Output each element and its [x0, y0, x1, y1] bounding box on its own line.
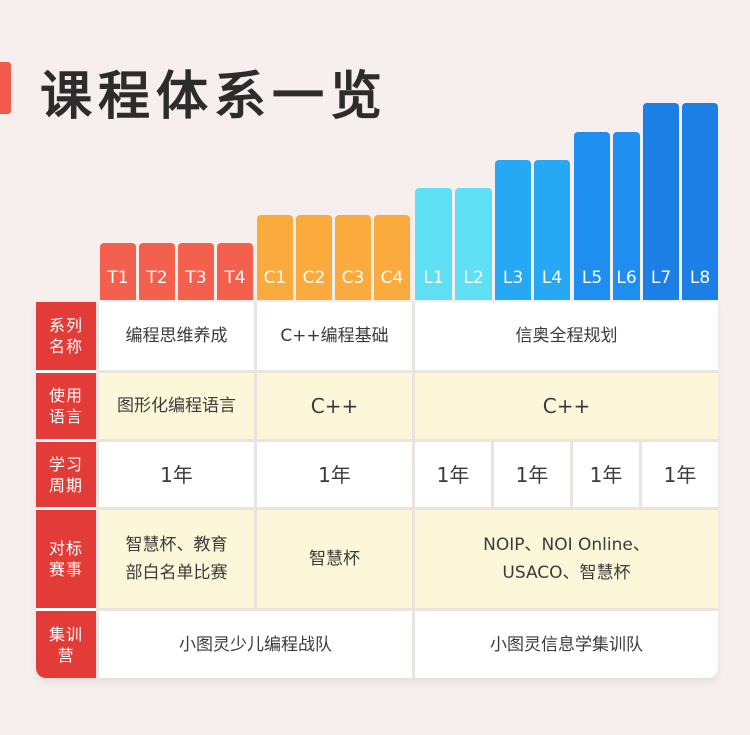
- period-cell-c: 1年: [318, 462, 351, 487]
- grid-line: [36, 507, 96, 510]
- level-bar-t2: T2: [139, 243, 175, 300]
- grid-line: [36, 370, 96, 373]
- row-header-competition: 对标 赛事: [36, 510, 96, 608]
- level-bar-l8: L8: [682, 103, 718, 300]
- camp-cell-olympiad: 小图灵信息学集训队: [490, 634, 643, 655]
- row-header-language: 使用 语言: [36, 373, 96, 439]
- level-bar-l2: L2: [455, 188, 492, 300]
- language-cell-t: 图形化编程语言: [99, 373, 254, 439]
- curriculum-table: 系列 名称 编程思维养成 C++编程基础 信奥全程规划 使用 语言 图形化编程语…: [36, 302, 718, 678]
- row-header-series: 系列 名称: [36, 302, 96, 370]
- grid-line: [36, 439, 96, 442]
- series-cell-c: C++编程基础: [280, 326, 389, 346]
- language-cell-l: C++: [415, 373, 718, 439]
- table-row-series: 系列 名称 编程思维养成 C++编程基础 信奥全程规划: [36, 302, 718, 370]
- grid-line: [254, 302, 257, 611]
- level-bar-l6: L6: [613, 132, 640, 300]
- level-bar-c4: C4: [374, 215, 410, 300]
- grid-line: [96, 302, 99, 678]
- grid-line: [639, 442, 642, 507]
- competition-cell-l: NOIP、NOI Online、 USACO、智慧杯: [415, 510, 718, 608]
- level-bar-c2: C2: [296, 215, 332, 300]
- camp-cell-junior: 小图灵少儿编程战队: [179, 634, 332, 655]
- grid-line: [36, 608, 96, 611]
- period-cell-l1-l2: 1年: [436, 462, 470, 487]
- row-header-camp: 集训 营: [36, 611, 96, 678]
- table-row-period: 学习 周期 1年 1年 1年 1年 1年 1年: [36, 442, 718, 507]
- grid-line: [96, 439, 718, 442]
- level-bar-c3: C3: [335, 215, 371, 300]
- table-row-competition: 对标 赛事 智慧杯、教育 部白名单比赛 智慧杯 NOIP、NOI Online、…: [36, 510, 718, 608]
- level-bar-c1: C1: [257, 215, 293, 300]
- competition-cell-t: 智慧杯、教育 部白名单比赛: [99, 510, 254, 608]
- grid-line: [570, 442, 573, 507]
- period-cell-l5-l6: 1年: [589, 462, 623, 487]
- level-bar-t1: T1: [100, 243, 136, 300]
- grid-line: [412, 302, 415, 678]
- level-bar-l1: L1: [415, 188, 452, 300]
- grid-line: [96, 608, 718, 611]
- table-row-camp: 集训 营 小图灵少儿编程战队 小图灵信息学集训队: [36, 611, 718, 678]
- level-bar-t4: T4: [217, 243, 253, 300]
- series-cell-t: 编程思维养成: [125, 326, 228, 346]
- level-bar-t3: T3: [178, 243, 214, 300]
- level-bar-l4: L4: [534, 160, 570, 300]
- page-title: 课程体系一览: [40, 67, 389, 127]
- level-bar-l5: L5: [574, 132, 610, 300]
- level-bar-l3: L3: [495, 160, 531, 300]
- competition-cell-c: 智慧杯: [257, 510, 412, 608]
- title-accent-bar: [0, 62, 11, 114]
- grid-line: [96, 507, 718, 510]
- row-header-period: 学习 周期: [36, 442, 96, 507]
- table-row-language: 使用 语言 图形化编程语言 C++ C++: [36, 373, 718, 439]
- period-cell-t: 1年: [160, 462, 193, 487]
- period-cell-l7-l8: 1年: [663, 462, 697, 487]
- level-bars: T1 T2 T3 T4 C1 C2 C3 C4 L1 L2 L3 L4 L5 L…: [0, 0, 750, 300]
- period-cell-l3-l4: 1年: [515, 462, 549, 487]
- grid-line: [491, 442, 494, 507]
- level-bar-l7: L7: [643, 103, 679, 300]
- grid-line: [96, 370, 718, 373]
- series-cell-l: 信奥全程规划: [515, 326, 618, 346]
- language-cell-c: C++: [257, 373, 412, 439]
